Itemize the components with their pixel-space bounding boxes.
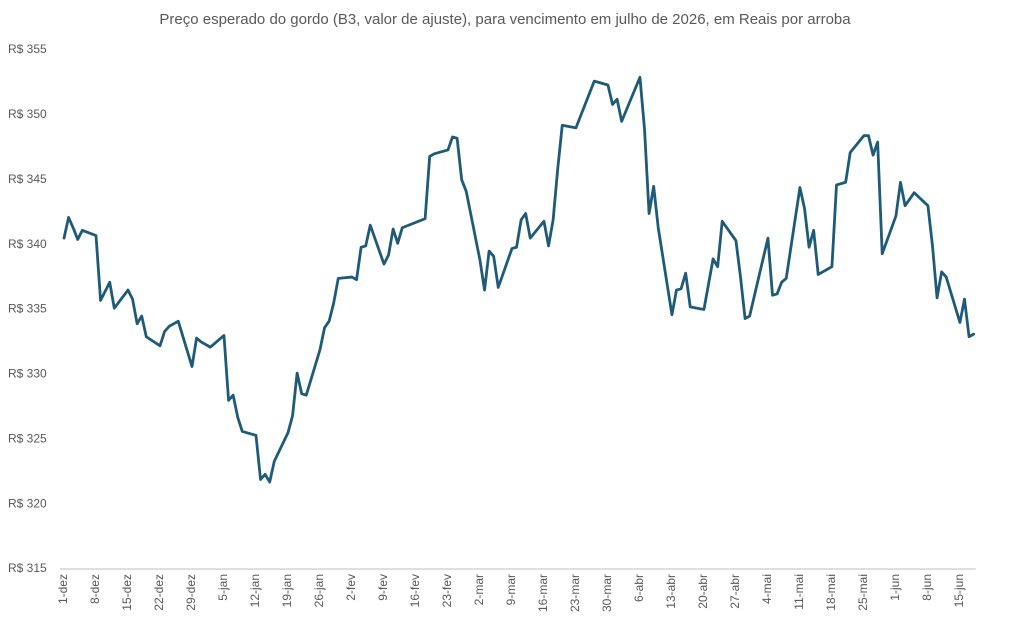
x-tick-label: 29-dez [184, 574, 198, 611]
y-tick-label: R$ 325 [8, 431, 47, 445]
x-tick-label: 15-dez [120, 574, 134, 611]
x-tick-label: 16-mar [536, 574, 550, 612]
x-tick-label: 18-mai [824, 574, 838, 611]
y-tick-label: R$ 315 [8, 561, 47, 575]
x-tick-label: 1-dez [56, 574, 70, 604]
x-tick-label: 16-fev [408, 574, 422, 607]
x-tick-label: 4-mai [760, 574, 774, 604]
x-tick-label: 5-jan [216, 574, 230, 601]
x-tick-label: 19-jan [280, 574, 294, 607]
x-tick-label: 13-abr [664, 574, 678, 609]
x-tick-label: 15-jun [952, 574, 966, 607]
x-tick-label: 9-fev [376, 574, 390, 601]
x-tick-label: 22-dez [152, 574, 166, 611]
x-tick-label: 11-mai [792, 574, 806, 610]
x-tick-label: 27-abr [728, 574, 742, 609]
line [62, 75, 976, 484]
x-tick-label: 2-fev [344, 574, 358, 601]
x-tick-label: 8-dez [88, 574, 102, 604]
x-tick-label: 25-mai [856, 574, 870, 611]
chart-title: Preço esperado do gordo (B3, valor de aj… [159, 11, 851, 28]
x-tick-label: 20-abr [696, 574, 710, 609]
x-tick-label: 9-mar [504, 574, 518, 605]
x-tick-label: 1-jun [888, 574, 902, 601]
x-tick-label: 6-abr [632, 574, 646, 602]
y-tick-label: R$ 340 [8, 237, 47, 251]
y-tick-label: R$ 335 [8, 302, 47, 316]
y-tick-label: R$ 350 [8, 107, 47, 121]
x-tick-label: 12-jan [248, 574, 262, 607]
x-tick-label: 23-fev [440, 574, 454, 607]
y-tick-label: R$ 320 [8, 496, 47, 510]
x-tick-label: 26-jan [312, 574, 326, 607]
y-tick-label: R$ 355 [8, 42, 47, 56]
x-tick-label: 23-mar [568, 574, 582, 612]
y-tick-label: R$ 345 [8, 172, 47, 186]
x-tick-label: 8-jun [920, 574, 934, 601]
x-tick-label: 2-mar [472, 574, 486, 605]
y-tick-label: R$ 330 [8, 367, 47, 381]
x-tick-label: 30-mar [600, 574, 614, 612]
